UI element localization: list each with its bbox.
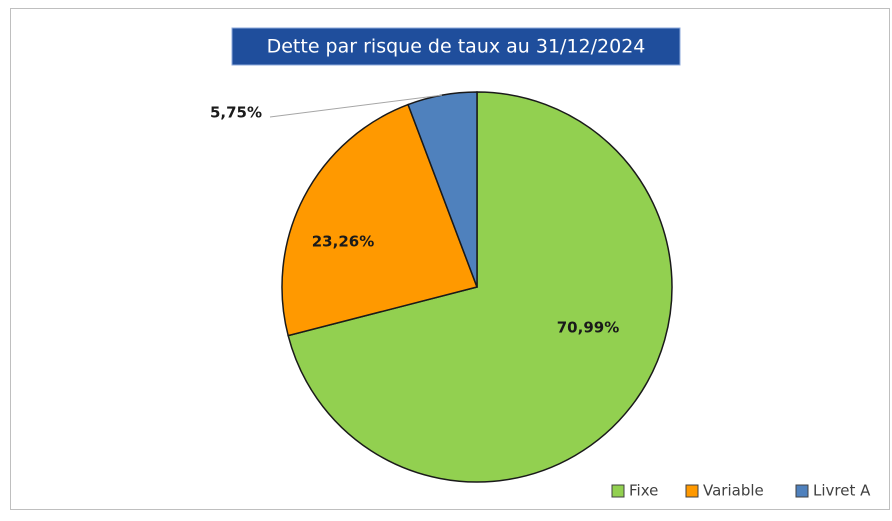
leader-line: [269, 94, 443, 118]
legend-swatch: [685, 484, 699, 498]
pie-slice: [287, 91, 673, 483]
data-label: 5,75%: [210, 104, 262, 122]
legend-swatch: [611, 484, 625, 498]
data-label: 70,99%: [557, 319, 619, 337]
legend-label: Livret A: [813, 482, 871, 500]
legend-label: Variable: [703, 482, 764, 500]
legend-label: Fixe: [629, 482, 658, 500]
legend-swatch: [795, 484, 809, 498]
pie-slice: [281, 103, 478, 337]
title-box: [231, 27, 681, 66]
pie-slice: [407, 91, 478, 288]
data-label: 23,26%: [312, 233, 374, 251]
chart-title: Dette par risque de taux au 31/12/2024: [267, 36, 646, 58]
